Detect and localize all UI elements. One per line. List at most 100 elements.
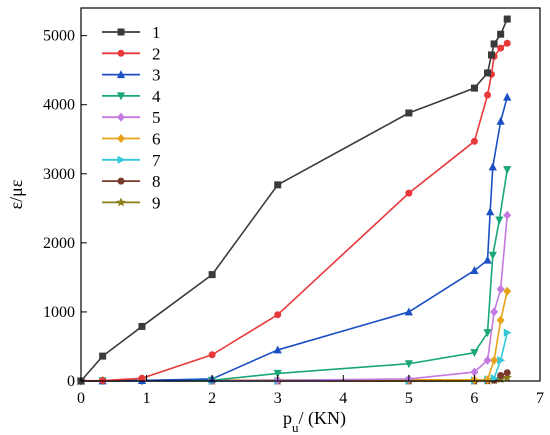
series-1-point — [405, 109, 413, 117]
plot-markers — [76, 15, 512, 386]
legend-item-6: 6 — [102, 130, 161, 149]
series-5-point — [483, 355, 492, 365]
y-tick-label: 1000 — [43, 304, 75, 321]
series-4-point — [470, 349, 479, 358]
series-4-markers — [76, 166, 512, 386]
series-5-point — [503, 210, 512, 220]
x-axis: 0 1 2 3 4 5 6 7 — [77, 375, 544, 407]
series-3-point — [483, 255, 492, 264]
series-1-point — [470, 84, 478, 92]
y-tick-label: 2000 — [43, 235, 75, 252]
x-tick-label: 4 — [339, 390, 347, 407]
series-3-point — [496, 116, 505, 125]
series-3-line — [80, 96, 508, 382]
legend-item-4: 4 — [102, 87, 161, 106]
y-tick-label: 3000 — [43, 166, 75, 183]
series-2-point — [274, 311, 282, 319]
legend-label: 5 — [152, 108, 161, 127]
series-8-point — [497, 371, 505, 379]
series-3-markers — [76, 92, 512, 385]
series-3-point — [273, 345, 282, 354]
series-4-point — [495, 216, 504, 225]
series-1-point — [490, 40, 498, 48]
y-axis-label: ε/με — [6, 179, 26, 209]
x-tick-label: 1 — [143, 390, 151, 407]
series-1-point — [99, 352, 107, 360]
series-7-point — [503, 328, 512, 337]
legend-item-8: 8 — [102, 172, 161, 191]
x-axis-label-main: p — [283, 408, 292, 428]
series-5-markers — [76, 210, 512, 386]
series-6-point — [490, 355, 499, 365]
legend-item-2: 2 — [102, 44, 161, 63]
series-1-point — [503, 15, 511, 23]
series-2-markers — [77, 39, 511, 385]
series-3-point — [404, 307, 413, 316]
series-3-point — [470, 266, 479, 274]
series-4-line — [80, 169, 509, 382]
legend-label: 4 — [152, 87, 161, 106]
legend-item-7: 7 — [102, 151, 161, 170]
series-1-point — [487, 51, 495, 59]
series-1-point — [484, 69, 492, 77]
series-7-line — [81, 332, 508, 382]
series-6-point — [503, 286, 512, 296]
series-5-line — [80, 215, 509, 382]
series-1-point — [497, 30, 505, 38]
legend-item-9: 9 — [102, 193, 161, 212]
x-tick-label: 0 — [77, 390, 85, 407]
series-4-point — [404, 360, 413, 369]
series-1-markers — [77, 15, 511, 385]
legend-label: 7 — [152, 151, 161, 170]
series-7-point — [490, 374, 499, 383]
series-4-point — [488, 251, 497, 260]
series-2-line — [80, 42, 508, 382]
series-3-point — [488, 162, 497, 171]
legend-label: 1 — [152, 23, 161, 42]
series-2-point — [405, 189, 413, 197]
series-9-point — [502, 372, 512, 382]
y-tick-label: 4000 — [43, 97, 75, 114]
series-2-point — [208, 351, 216, 359]
x-tick-label: 3 — [274, 390, 282, 407]
series-6-point — [483, 375, 492, 385]
series-1-point — [208, 271, 216, 279]
series-8-point — [503, 369, 511, 377]
legend-swatch-marker — [117, 155, 126, 164]
x-axis-label-unit: / (KN) — [299, 408, 347, 429]
series-4-point — [503, 166, 512, 175]
x-tick-label: 2 — [208, 390, 216, 407]
series-2-point — [503, 39, 511, 47]
legend-item-1: 1 — [102, 23, 161, 42]
plot-frame — [80, 7, 541, 382]
y-tick-label: 0 — [67, 373, 75, 390]
series-4-point — [273, 369, 282, 378]
legend-label: 9 — [152, 193, 161, 212]
series-6-markers — [76, 286, 512, 386]
legend-swatch-marker — [116, 197, 126, 207]
series-6-line — [80, 291, 508, 382]
legend-label: 3 — [152, 66, 161, 85]
x-axis-label-subscript: u — [292, 420, 299, 435]
legend-label: 6 — [152, 130, 161, 149]
legend-item-5: 5 — [102, 108, 161, 127]
x-tick-label: 5 — [405, 390, 413, 407]
x-tick-label: 7 — [536, 390, 544, 407]
legend-swatch-marker — [116, 92, 126, 101]
series-6-point — [496, 315, 505, 325]
series-5-point — [496, 284, 505, 294]
y-axis: 0 1000 2000 3000 4000 5000 — [43, 28, 87, 390]
series-3-point — [503, 92, 512, 101]
legend-swatch-marker — [117, 177, 125, 185]
series-2-point — [497, 44, 505, 52]
series-2-point — [470, 137, 478, 145]
series-5-point — [490, 307, 499, 317]
series-2-point — [484, 91, 492, 99]
legend-swatch-marker — [116, 112, 126, 122]
legend-swatch-marker — [117, 49, 125, 57]
x-tick-label: 6 — [470, 390, 478, 407]
legend-swatch-marker — [116, 70, 126, 79]
series-3-point — [486, 207, 495, 216]
series-1-point — [138, 322, 146, 330]
y-tick-label: 5000 — [43, 28, 75, 45]
